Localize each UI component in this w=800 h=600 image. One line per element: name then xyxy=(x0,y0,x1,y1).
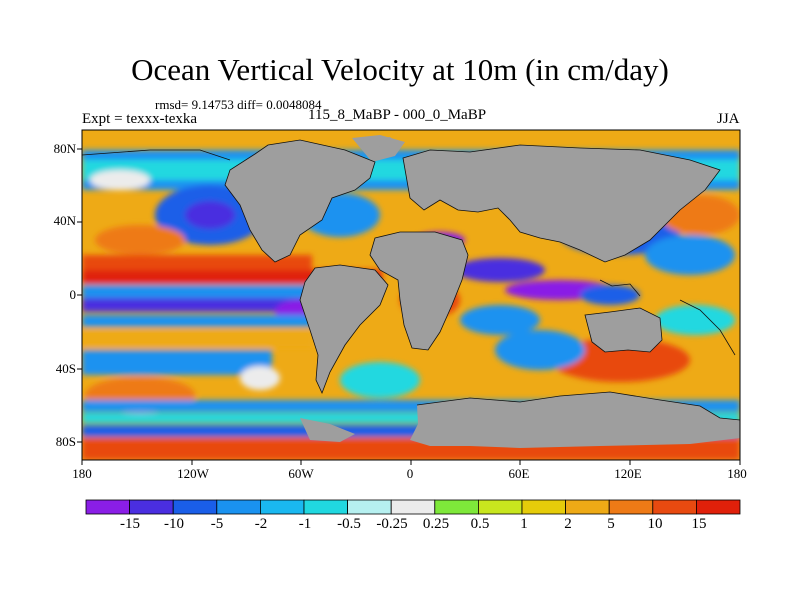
lon-label-60e: 60E xyxy=(508,466,530,481)
colorbar-label: 1 xyxy=(520,516,528,532)
lon-label-180e: 180 xyxy=(727,466,747,481)
colorbar-label: -10 xyxy=(164,516,184,532)
lat-label-80s: 80S xyxy=(55,434,76,449)
colorbar-swatch xyxy=(347,499,392,515)
colorbar-swatch xyxy=(129,499,174,515)
season-label: JJA xyxy=(717,111,740,127)
colorbar-label: 0.5 xyxy=(470,516,490,532)
map-ticks xyxy=(77,148,741,465)
difference-label: 115_8_MaBP - 000_0_MaBP xyxy=(308,107,487,123)
colorbar xyxy=(85,499,741,515)
colorbar-label: 10 xyxy=(647,516,663,532)
lon-label-0: 0 xyxy=(406,466,414,481)
colorbar-swatch xyxy=(85,499,130,515)
stats-label: rmsd= 9.14753 diff= 0.0048084 xyxy=(155,97,322,112)
colorbar-swatch xyxy=(565,499,610,515)
colorbar-label: 15 xyxy=(691,516,707,532)
land-mask xyxy=(225,135,740,448)
lat-label-0: 0 xyxy=(69,287,77,302)
colorbar-label: -5 xyxy=(210,516,224,532)
colorbar-label: 0.25 xyxy=(422,516,450,532)
lat-label-80n: 80N xyxy=(53,141,76,156)
colorbar-label: 5 xyxy=(607,516,615,532)
figure-title: Ocean Vertical Velocity at 10m (in cm/da… xyxy=(131,52,669,87)
ocean-velocity-field xyxy=(82,130,740,460)
colorbar-swatch xyxy=(434,499,479,515)
colorbar-swatch xyxy=(172,499,218,515)
lon-label-120e: 120E xyxy=(614,466,642,481)
colorbar-label: -1 xyxy=(298,516,312,532)
colorbar-swatch xyxy=(216,499,261,515)
lon-label-120w: 120W xyxy=(177,466,209,481)
colorbar-swatch xyxy=(259,499,305,515)
coastlines xyxy=(82,139,740,421)
colorbar-swatch xyxy=(521,499,566,515)
colorbar-label: -15 xyxy=(120,516,140,532)
colorbar-swatch xyxy=(303,499,348,515)
colorbar-label: -2 xyxy=(254,516,268,532)
colorbar-label: -0.5 xyxy=(337,516,361,532)
colorbar-swatch xyxy=(608,499,654,515)
colorbar-label: -0.25 xyxy=(376,516,408,532)
lon-label-180w: 180 xyxy=(72,466,92,481)
colorbar-label: 2 xyxy=(564,516,572,532)
colorbar-swatch xyxy=(696,499,741,515)
lat-label-40n: 40N xyxy=(53,213,76,228)
lon-label-60w: 60W xyxy=(288,466,314,481)
lat-label-40s: 40S xyxy=(55,361,76,376)
colorbar-swatch xyxy=(390,499,436,515)
experiment-label: Expt = texxx-texka xyxy=(82,111,198,127)
colorbar-swatch xyxy=(477,499,523,515)
colorbar-swatch xyxy=(652,499,697,515)
